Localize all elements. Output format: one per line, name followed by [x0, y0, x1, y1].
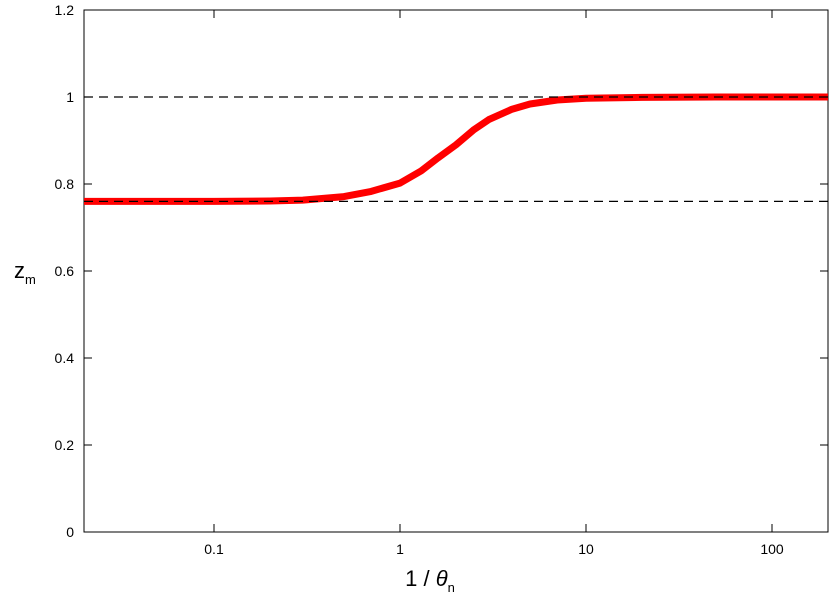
y-axis-label: zm — [14, 258, 36, 287]
plot-frame — [83, 9, 829, 533]
x-label-symbol: θ — [436, 566, 448, 591]
y-label-sub: m — [25, 272, 36, 287]
y-tick-label: 1 — [66, 89, 74, 105]
y-tick-label: 0.6 — [55, 263, 75, 279]
y-tick-label: 0.2 — [55, 437, 75, 453]
y-tick-label: 1.2 — [55, 2, 75, 18]
x-tick-label: 10 — [578, 541, 594, 557]
y-tick-label: 0.8 — [55, 176, 75, 192]
x-axis-label: 1 / θn — [405, 566, 455, 595]
x-label-text: 1 / — [405, 566, 436, 591]
y-label-text: z — [14, 258, 25, 283]
y-tick-label: 0.4 — [55, 350, 75, 366]
x-tick-label: 1 — [396, 541, 404, 557]
data-line — [84, 93, 828, 205]
x-tick-label: 0.1 — [204, 541, 224, 557]
y-tick-label: 0 — [66, 524, 74, 540]
x-tick-label: 100 — [760, 541, 784, 557]
x-label-sub: n — [448, 580, 455, 595]
